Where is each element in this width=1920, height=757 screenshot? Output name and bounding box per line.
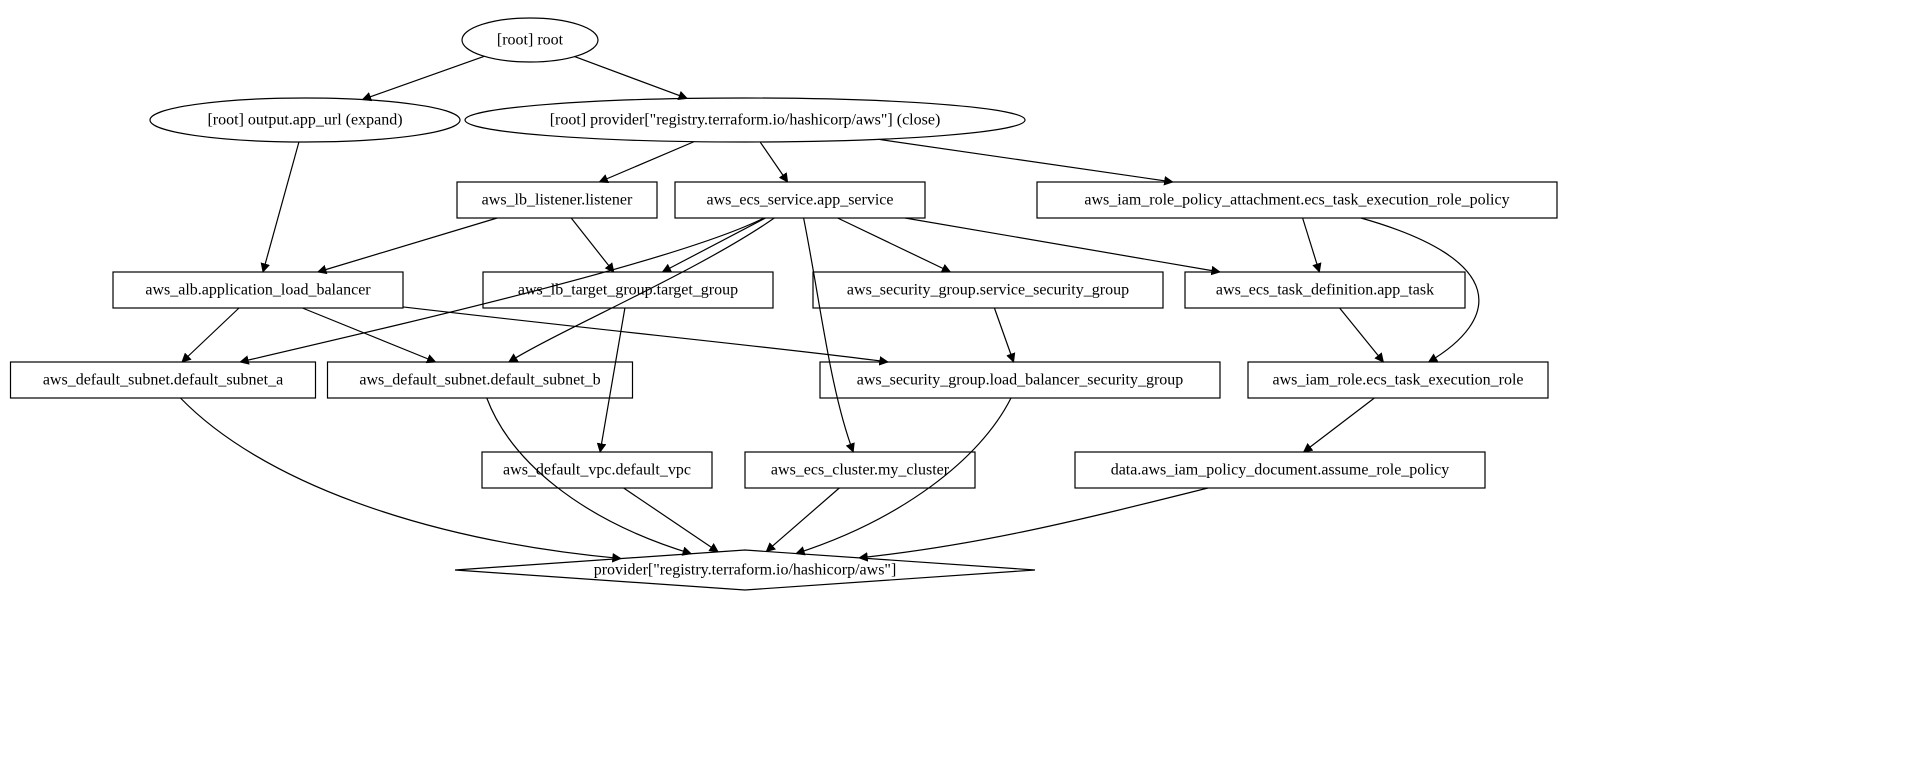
node-provider: provider["registry.terraform.io/hashicor… [455, 550, 1035, 590]
edge-alb-to-subneta [182, 308, 239, 362]
edge-policydoc-to-provider [859, 488, 1208, 558]
node-root: [root] root [462, 18, 598, 62]
node-output: [root] output.app_url (expand) [150, 98, 460, 142]
node-alb: aws_alb.application_load_balancer [113, 272, 403, 308]
node-label-tg: aws_lb_target_group.target_group [518, 282, 738, 299]
edge-root-to-provclose [575, 57, 688, 99]
edge-listener-to-alb [318, 218, 497, 272]
node-label-subnetb: aws_default_subnet.default_subnet_b [359, 372, 600, 389]
edge-alb-to-lbsg [403, 307, 888, 362]
node-label-listener: aws_lb_listener.listener [482, 192, 633, 209]
edge-iamrole-to-policydoc [1304, 398, 1375, 452]
edge-alb-to-subnetb [302, 308, 435, 362]
node-cluster: aws_ecs_cluster.my_cluster [745, 452, 975, 488]
node-label-provclose: [root] provider["registry.terraform.io/h… [550, 112, 941, 129]
node-lbsg: aws_security_group.load_balancer_securit… [820, 362, 1220, 398]
node-provclose: [root] provider["registry.terraform.io/h… [465, 98, 1025, 142]
edge-root-to-output [362, 56, 484, 99]
node-iamattach: aws_iam_role_policy_attachment.ecs_task_… [1037, 182, 1557, 218]
edge-iamattach-to-taskdef [1303, 218, 1320, 272]
node-vpc: aws_default_vpc.default_vpc [482, 452, 712, 488]
edge-service-to-cluster [804, 218, 854, 452]
node-label-alb: aws_alb.application_load_balancer [145, 282, 371, 299]
node-label-lbsg: aws_security_group.load_balancer_securit… [857, 372, 1184, 389]
node-service: aws_ecs_service.app_service [675, 182, 925, 218]
node-label-policydoc: data.aws_iam_policy_document.assume_role… [1111, 462, 1450, 479]
edge-svcsg-to-lbsg [994, 308, 1013, 362]
node-taskdef: aws_ecs_task_definition.app_task [1185, 272, 1465, 308]
edge-service-to-tg [662, 218, 765, 272]
edge-provclose-to-listener [599, 142, 694, 182]
node-tg: aws_lb_target_group.target_group [483, 272, 773, 308]
node-label-svcsg: aws_security_group.service_security_grou… [847, 282, 1129, 299]
node-listener: aws_lb_listener.listener [457, 182, 657, 218]
edge-provclose-to-service [760, 142, 788, 182]
edge-vpc-to-provider [624, 488, 719, 552]
node-label-taskdef: aws_ecs_task_definition.app_task [1216, 282, 1434, 299]
node-label-iamrole: aws_iam_role.ecs_task_execution_role [1272, 372, 1523, 389]
edge-service-to-taskdef [905, 218, 1220, 272]
node-label-cluster: aws_ecs_cluster.my_cluster [771, 462, 950, 479]
node-iamrole: aws_iam_role.ecs_task_execution_role [1248, 362, 1548, 398]
nodes-layer: [root] root [root] output.app_url (expand… [11, 18, 1558, 590]
edge-provclose-to-iamattach [878, 139, 1172, 182]
node-svcsg: aws_security_group.service_security_grou… [813, 272, 1163, 308]
edge-output-to-alb [263, 142, 299, 272]
node-policydoc: data.aws_iam_policy_document.assume_role… [1075, 452, 1485, 488]
dependency-graph: [root] root [root] output.app_url (expand… [0, 0, 1580, 640]
node-label-output: [root] output.app_url (expand) [207, 112, 402, 129]
node-subneta: aws_default_subnet.default_subnet_a [11, 362, 316, 398]
edge-service-to-svcsg [838, 218, 951, 272]
node-label-root: [root] root [497, 32, 564, 49]
node-label-iamattach: aws_iam_role_policy_attachment.ecs_task_… [1084, 192, 1509, 209]
node-subnetb: aws_default_subnet.default_subnet_b [328, 362, 633, 398]
node-label-provider: provider["registry.terraform.io/hashicor… [594, 562, 897, 579]
node-label-service: aws_ecs_service.app_service [706, 192, 893, 209]
edge-taskdef-to-iamrole [1340, 308, 1384, 362]
node-label-subneta: aws_default_subnet.default_subnet_a [43, 372, 283, 389]
edge-listener-to-tg [571, 218, 614, 272]
node-label-vpc: aws_default_vpc.default_vpc [503, 462, 691, 479]
